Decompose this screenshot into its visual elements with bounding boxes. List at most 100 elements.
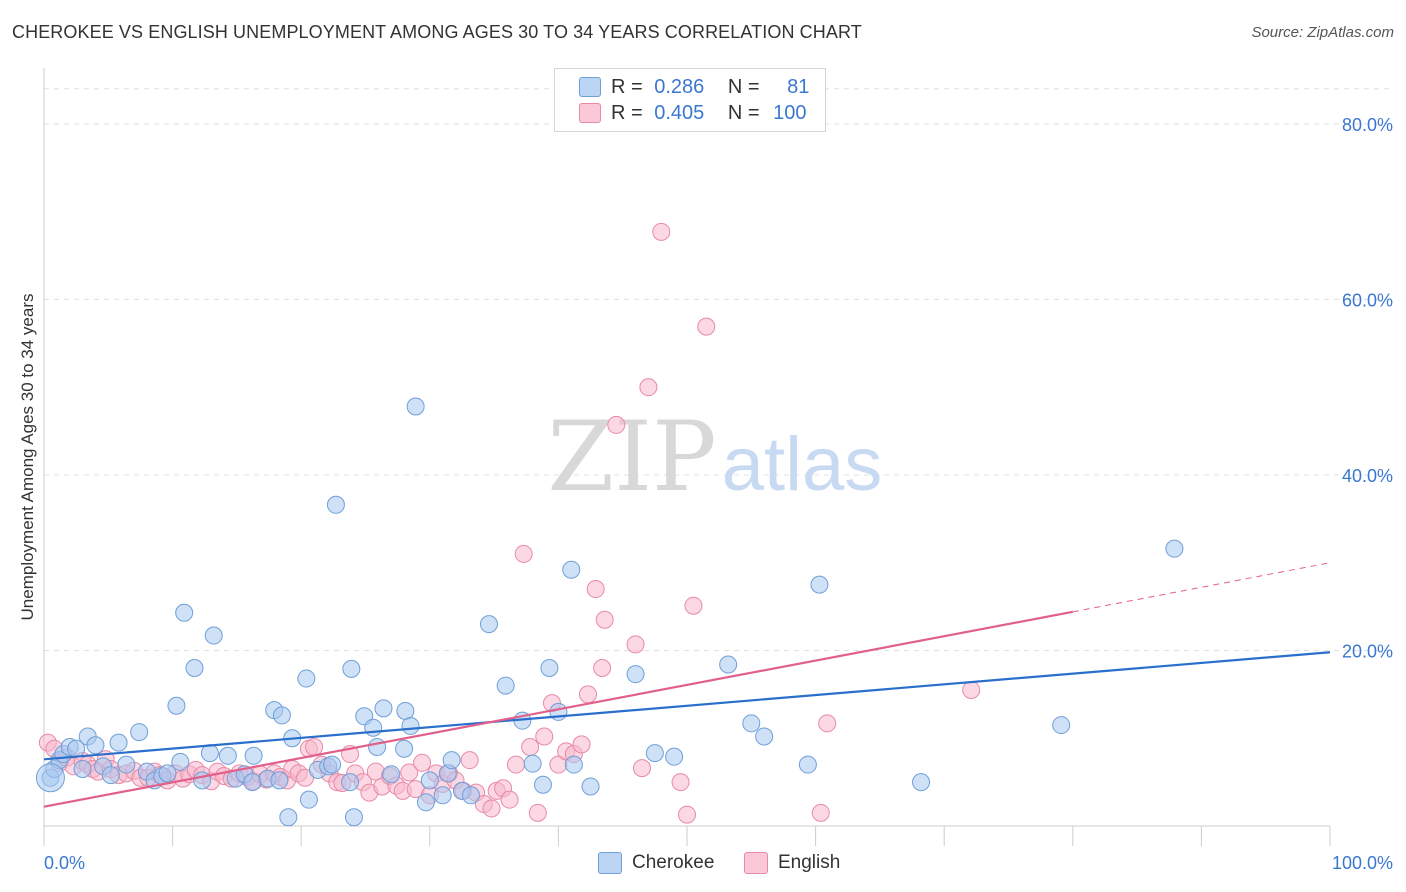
cherokee-point: [1052, 716, 1071, 735]
cherokee-point: [218, 746, 237, 765]
cherokee-point: [171, 752, 190, 771]
english-point: [400, 763, 419, 782]
r-label: R =: [611, 101, 643, 124]
english-point: [652, 222, 671, 241]
english-point: [626, 635, 645, 654]
cherokee-point: [564, 755, 583, 774]
english-point: [639, 378, 658, 397]
legend-item-cherokee[interactable]: Cherokee: [598, 852, 714, 874]
cherokee-point: [272, 706, 291, 725]
cherokee-point: [279, 808, 298, 827]
english-point: [578, 685, 597, 704]
cherokee-point: [374, 699, 393, 718]
cherokee-point: [533, 775, 552, 794]
english-point: [460, 751, 479, 770]
x-tick-label: 100.0%: [1332, 853, 1393, 873]
source-credit: Source: ZipAtlas.com: [1251, 24, 1394, 41]
cherokee-point: [810, 575, 829, 594]
cherokee-point: [200, 744, 219, 763]
cherokee-point: [86, 736, 105, 755]
english-trendline: [43, 610, 1074, 808]
y-tick-label: 20.0%: [1342, 641, 1393, 661]
cherokee-swatch-icon: [579, 77, 601, 97]
cherokee-point: [742, 714, 761, 733]
watermark-atlas: atlas: [722, 422, 883, 507]
english-trendline-extension: [1072, 562, 1331, 613]
cherokee-point: [382, 765, 401, 784]
cherokee-point: [117, 755, 136, 774]
english-point: [528, 803, 547, 822]
cherokee-point: [299, 790, 318, 809]
english-point: [684, 596, 703, 615]
english-point: [482, 799, 501, 818]
english-point: [962, 680, 981, 699]
x-tick-label: 0.0%: [44, 853, 85, 873]
cherokee-point: [442, 751, 461, 770]
cherokee-point: [167, 696, 186, 715]
english-point: [506, 755, 525, 774]
cherokee-point: [364, 718, 383, 737]
cherokee-point: [665, 747, 684, 766]
cherokee-point: [401, 716, 420, 735]
cherokee-point: [626, 665, 645, 684]
english-point: [697, 317, 716, 336]
english-point: [586, 580, 605, 599]
cherokee-point: [496, 676, 515, 695]
cherokee-point: [396, 702, 415, 721]
cherokee-point: [193, 771, 212, 790]
r-value-cherokee: 0.286: [654, 75, 705, 98]
cherokee-point: [755, 727, 774, 746]
cherokee-point: [73, 759, 92, 778]
n-value-cherokee: 81: [787, 75, 810, 98]
r-label: R =: [611, 75, 643, 98]
cherokee-point: [101, 766, 120, 785]
series-legend: Cherokee English: [0, 852, 1406, 878]
legend-label-cherokee: Cherokee: [632, 852, 715, 873]
cherokee-point: [433, 786, 452, 805]
english-point: [521, 738, 540, 757]
english-point: [811, 803, 830, 822]
cherokee-point: [204, 626, 223, 645]
english-point: [678, 805, 696, 824]
english-point: [671, 773, 690, 792]
legend-item-english[interactable]: English: [744, 852, 840, 874]
y-tick-label: 60.0%: [1342, 290, 1393, 310]
english-point: [632, 759, 651, 778]
cherokee-point: [461, 786, 480, 805]
english-point: [305, 738, 324, 757]
english-point: [413, 753, 432, 772]
english-point: [514, 544, 533, 563]
cherokee-point: [540, 659, 559, 678]
r-value-english: 0.405: [654, 101, 705, 124]
cherokee-point: [645, 744, 664, 763]
watermark-zip: ZIP: [547, 401, 716, 513]
cherokee-point-large: [35, 763, 65, 793]
cherokee-point: [420, 771, 439, 790]
cherokee-point: [342, 659, 361, 678]
english-point: [607, 415, 626, 434]
y-tick-label: 40.0%: [1342, 466, 1393, 486]
english-point: [572, 735, 591, 754]
cherokee-point: [158, 764, 177, 783]
english-swatch-icon: [579, 103, 601, 123]
cherokee-point: [479, 615, 498, 634]
legend-label-english: English: [778, 852, 841, 873]
cherokee-point: [270, 771, 289, 790]
cherokee-point: [326, 495, 345, 514]
cherokee-point: [243, 773, 262, 792]
cherokee-point: [416, 793, 435, 812]
english-point: [818, 714, 837, 733]
cherokee-point: [581, 777, 600, 796]
y-axis-label: Unemployment Among Ages 30 to 34 years: [18, 293, 37, 621]
cherokee-trendline: [43, 651, 1331, 761]
cherokee-point: [244, 746, 263, 765]
cherokee-point: [562, 560, 581, 579]
correlation-legend: R = 0.286 N = 81 R = 0.405 N = 100: [554, 68, 826, 132]
english-point: [595, 610, 614, 629]
cherokee-point: [341, 773, 360, 792]
cherokee-point: [109, 733, 128, 752]
cherokee-swatch-icon: [598, 852, 622, 874]
cherokee-point: [130, 723, 149, 742]
english-point: [535, 727, 554, 746]
